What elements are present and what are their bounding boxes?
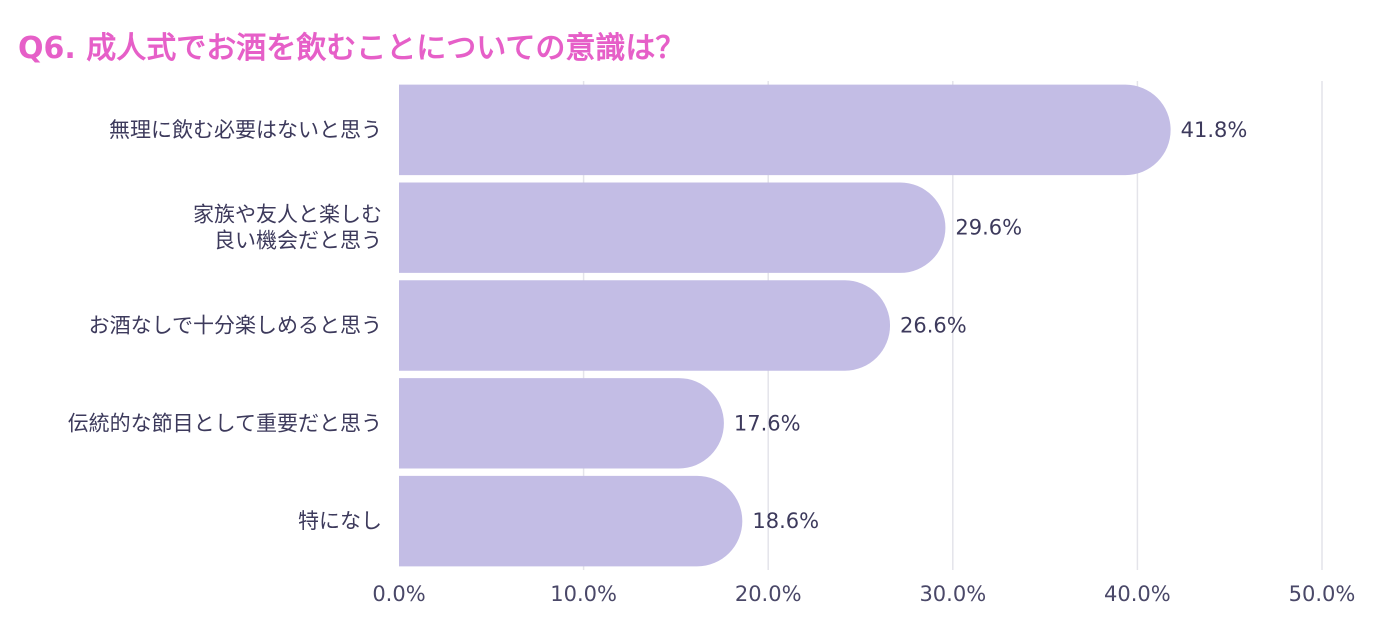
category-labels: 無理に飲む必要はないと思う家族や友人と楽しむ良い機会だと思うお酒なしで十分楽しめ… xyxy=(68,118,382,533)
value-label: 41.8% xyxy=(1181,118,1248,142)
category-label: 伝統的な節目として重要だと思う xyxy=(68,411,382,435)
value-label: 17.6% xyxy=(734,411,801,435)
x-tick-label: 50.0% xyxy=(1289,582,1356,606)
x-tick-label: 10.0% xyxy=(550,582,617,606)
value-label: 29.6% xyxy=(955,216,1022,240)
x-tick-label: 30.0% xyxy=(919,582,986,606)
bar xyxy=(399,378,724,468)
value-label: 26.6% xyxy=(900,314,967,338)
bar xyxy=(399,280,890,370)
category-label: 無理に飲む必要はないと思う xyxy=(109,118,382,142)
x-tick-label: 0.0% xyxy=(372,582,425,606)
x-tick-label: 20.0% xyxy=(735,582,802,606)
bar xyxy=(399,85,1171,175)
category-label: 家族や友人と楽しむ良い機会だと思う xyxy=(193,203,382,253)
value-label: 18.6% xyxy=(752,509,819,533)
bars xyxy=(399,85,1171,567)
x-tick-label: 40.0% xyxy=(1104,582,1171,606)
chart-title: Q6. 成人式でお酒を飲むことについての意識は？ xyxy=(18,31,685,66)
bar xyxy=(399,182,945,272)
x-axis-tick-labels: 0.0% 10.0% 20.0% 30.0% 40.0% 50.0% xyxy=(372,582,1355,606)
category-label: 特になし xyxy=(298,509,382,533)
bar xyxy=(399,476,742,566)
category-label: お酒なしで十分楽しめると思う xyxy=(89,314,382,338)
